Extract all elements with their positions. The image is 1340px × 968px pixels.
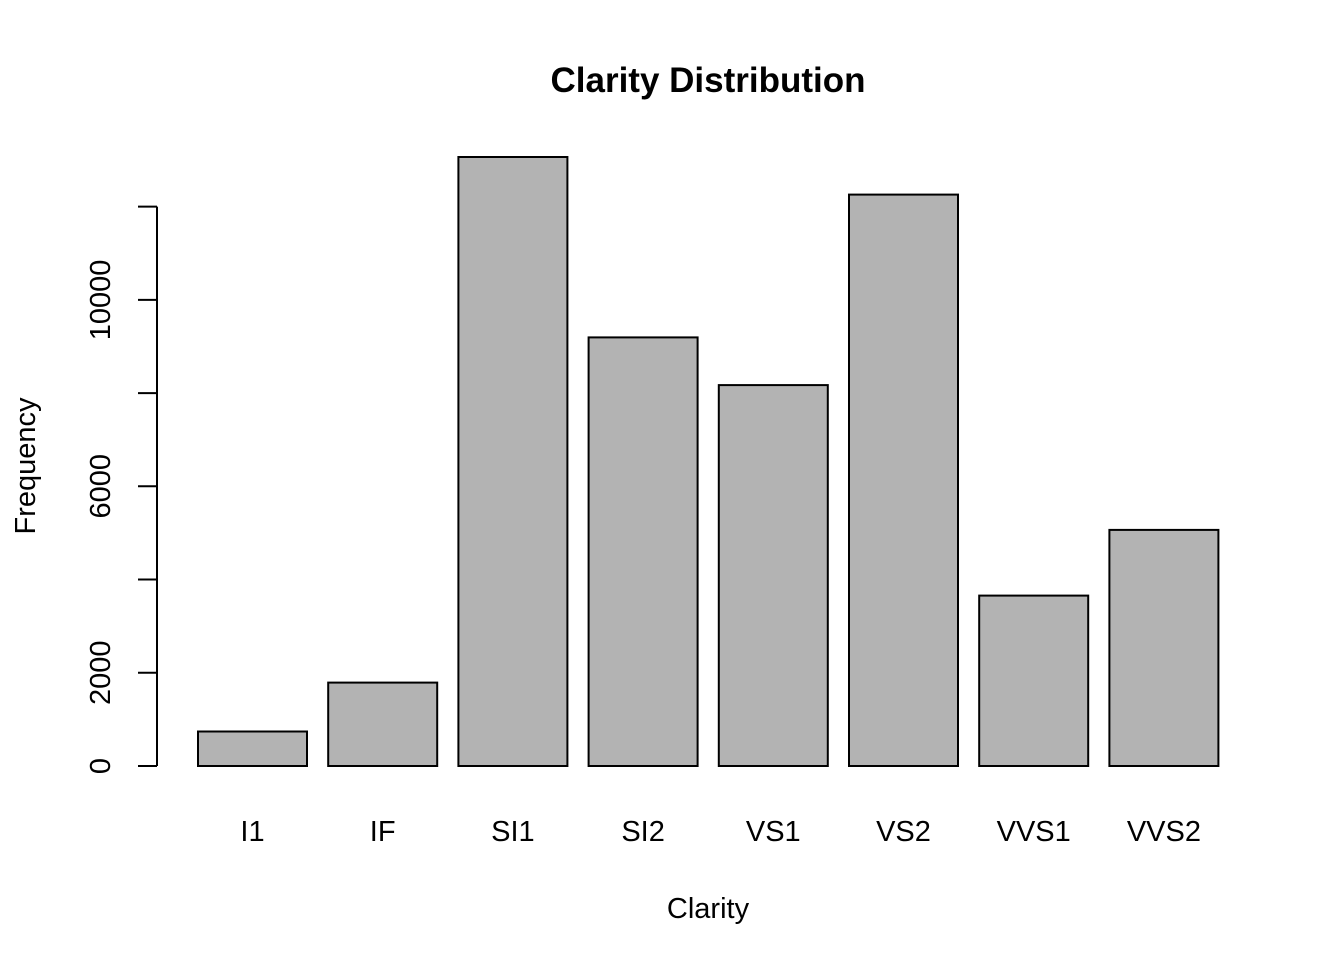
x-tick-label-si1: SI1	[491, 816, 535, 848]
y-tick-label-2000: 2000	[85, 641, 117, 706]
x-tick-labels: I1 IF SI1 SI2 VS1 VS2 VVS1 VVS2	[240, 816, 1201, 848]
x-tick-label-si2: SI2	[621, 816, 665, 848]
x-tick-label-if: IF	[370, 816, 396, 848]
bar-vvs1	[978, 594, 1090, 767]
bar-si1	[457, 156, 569, 767]
x-axis-label: Clarity	[667, 893, 750, 925]
y-tick-label-6000: 6000	[85, 454, 117, 519]
y-tick-label-10000: 10000	[85, 260, 117, 341]
bar-vvs2	[1108, 528, 1220, 768]
x-tick-label-i1: I1	[240, 816, 264, 848]
y-axis: 0 2000 6000 10000	[85, 205, 158, 774]
bar-i1	[197, 730, 308, 767]
x-tick-label-vs2: VS2	[876, 816, 931, 848]
chart-title: Clarity Distribution	[550, 61, 865, 100]
bar-si2	[587, 336, 699, 767]
x-tick-label-vvs2: VVS2	[1127, 816, 1201, 848]
y-tick-label-0: 0	[85, 758, 117, 774]
bar-vs1	[717, 384, 829, 767]
x-tick-label-vs1: VS1	[746, 816, 801, 848]
y-axis-label: Frequency	[10, 397, 42, 535]
x-tick-label-vvs1: VVS1	[997, 816, 1071, 848]
bar-vs2	[848, 193, 959, 768]
bars-group	[197, 156, 1220, 768]
bar-if	[327, 681, 439, 767]
